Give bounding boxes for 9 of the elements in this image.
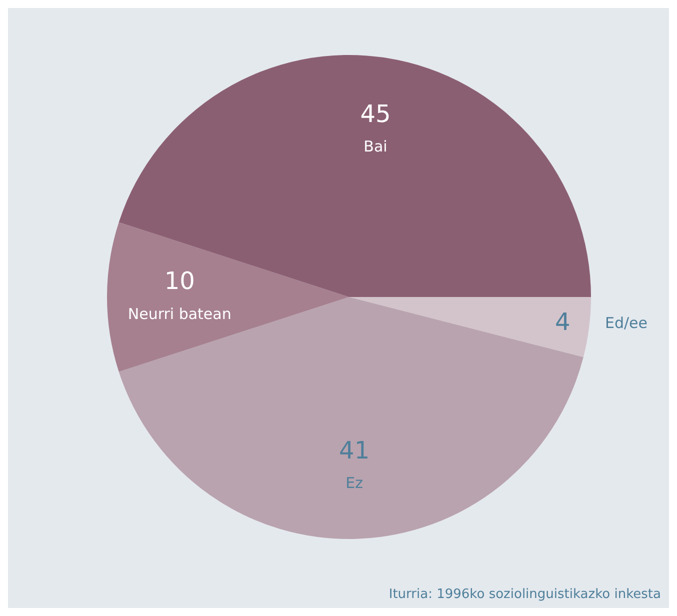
slice-label: Bai [364,138,388,156]
data-label: 45 [360,100,391,128]
slice-label: Ez [346,474,364,492]
data-label: 41 [339,436,370,465]
data-label: 4 [555,308,570,336]
data-label: 10 [164,267,195,296]
slice-label: Neurri batean [128,304,232,323]
text: Iturria: 1996ko soziolinguistikazko inkesta [388,587,661,602]
slice-label: Ed/ee [604,314,648,332]
